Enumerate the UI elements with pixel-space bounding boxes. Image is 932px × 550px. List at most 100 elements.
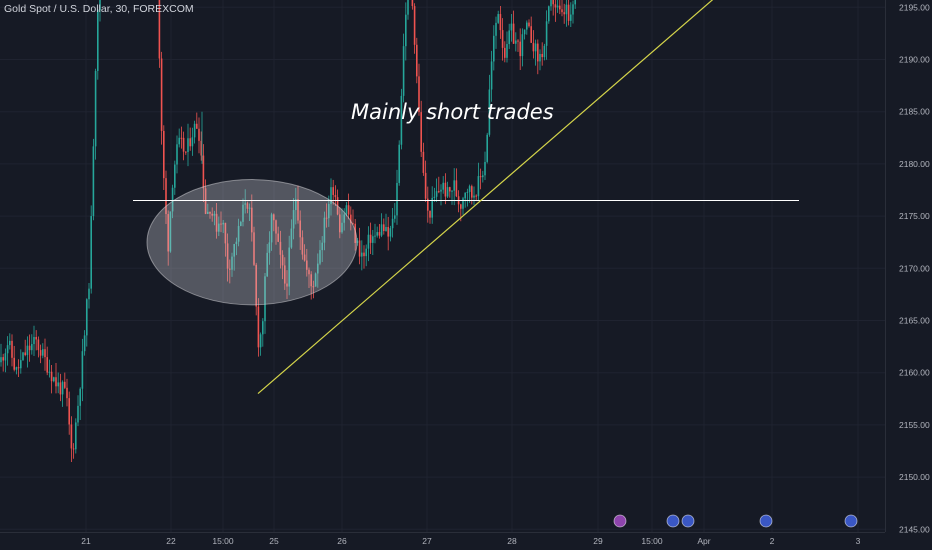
candle-body [264, 276, 266, 322]
candle-body [378, 232, 381, 236]
candle-body [196, 123, 198, 129]
candle-body [211, 213, 213, 216]
candle-body [185, 151, 187, 153]
candle-body [508, 30, 510, 45]
highlight-ellipse [146, 179, 358, 306]
candle-body [323, 217, 326, 243]
time-tick-label: 21 [81, 536, 91, 546]
event-icon [844, 514, 858, 528]
candle-body [495, 22, 497, 36]
candle-body [167, 214, 169, 252]
candle-body [270, 214, 273, 243]
candle-body [90, 216, 92, 289]
candle-body [97, 9, 99, 71]
candle-body [528, 22, 530, 27]
candle-body [334, 194, 337, 198]
candle-body [35, 337, 37, 340]
candle-body [64, 381, 66, 388]
candle-body [317, 263, 319, 274]
candle-body [405, 14, 407, 47]
candle-body [440, 189, 442, 192]
candle-body [171, 187, 174, 212]
candle-body [515, 40, 517, 44]
price-tick-label: 2180.00 [899, 159, 930, 169]
candle-body [365, 248, 367, 257]
price-tick-label: 2190.00 [899, 55, 930, 65]
candle-body [367, 234, 370, 249]
candle-body [301, 237, 304, 255]
candle-body [55, 377, 57, 387]
price-axis[interactable]: 2145.00 2150.00 2155.00 2160.00 2165.00 2170.… [885, 0, 932, 534]
time-tick-label: 29 [593, 536, 603, 546]
candle-body [66, 387, 68, 399]
time-tick-label: 26 [337, 536, 347, 546]
trendline-layer [257, 0, 714, 395]
event-icon [613, 514, 627, 528]
time-tick-label: 15:00 [212, 536, 234, 546]
candle-body [383, 224, 385, 232]
candle-body [453, 180, 455, 191]
candle-body [570, 14, 572, 21]
candle-body [548, 6, 550, 22]
time-tick-label: 3 [856, 536, 861, 546]
candle-body [556, 5, 559, 8]
time-axis[interactable]: 21 22 15:00 25 26 27 28 29 15:00 Apr 2 3 [0, 532, 885, 547]
candle-body [303, 254, 306, 261]
candle-body [292, 210, 295, 229]
candle-body [286, 283, 288, 287]
candle-body [391, 218, 394, 229]
candle-body [358, 240, 361, 257]
candle-body [446, 187, 449, 197]
candle-body [15, 367, 18, 370]
candle-body [321, 242, 323, 251]
candle-body [53, 377, 55, 382]
candle-body [204, 188, 207, 214]
candle-body [438, 191, 440, 193]
candle-body [158, 0, 161, 59]
candle-body [235, 241, 238, 245]
candle-body [246, 203, 249, 209]
candle-body [83, 335, 86, 352]
candle-body [422, 151, 425, 173]
candle-body [429, 210, 431, 218]
candle-body [237, 225, 240, 242]
price-tick-label: 2185.00 [899, 107, 930, 117]
candle-body [163, 130, 165, 179]
candle-body [561, 9, 563, 13]
candle-body [11, 340, 13, 358]
candle-body [2, 357, 4, 361]
candle-body [488, 89, 491, 135]
candle-body [169, 211, 172, 252]
candle-body [229, 268, 231, 270]
candle-body [319, 250, 321, 264]
candle-body [244, 203, 246, 205]
candle-body [460, 204, 462, 209]
candle-body [352, 223, 354, 225]
candle-body [537, 43, 539, 62]
candle-body [387, 227, 389, 237]
time-tick-label: 25 [269, 536, 279, 546]
horizontal-levels [133, 199, 799, 201]
candle-body [57, 382, 59, 387]
candle-body [468, 186, 471, 192]
candle-body [6, 345, 9, 354]
candle-body [50, 371, 53, 382]
candle-body [77, 405, 79, 423]
time-tick-label: 22 [166, 536, 176, 546]
candle-body [341, 222, 343, 233]
candle-body [262, 321, 264, 335]
candle-body [28, 345, 31, 351]
candle-body [455, 180, 458, 197]
candle-body [444, 182, 447, 197]
candle-body [257, 306, 260, 348]
event-icon [681, 514, 695, 528]
candle-body [312, 286, 315, 288]
event-icons [613, 514, 858, 528]
price-tick-label: 2155.00 [899, 420, 930, 430]
annotation-text: Mainly short trades [351, 100, 554, 124]
time-tick-label: 28 [507, 536, 517, 546]
candle-body [42, 349, 44, 356]
price-tick-label: 2165.00 [899, 316, 930, 326]
candle-body [431, 197, 433, 218]
